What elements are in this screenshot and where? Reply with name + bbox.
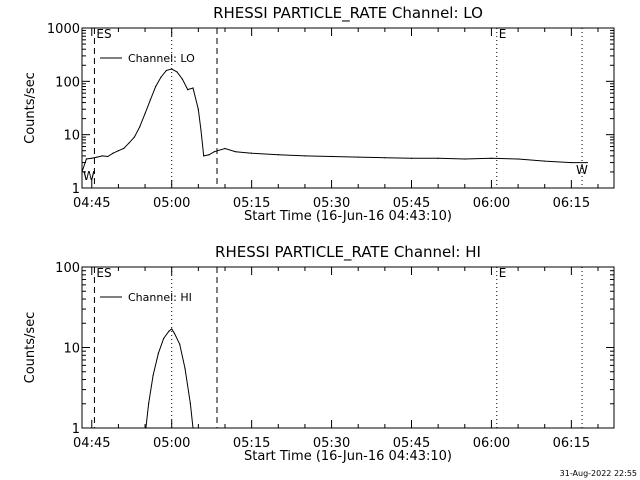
x-tick-label: 06:15 bbox=[553, 196, 590, 211]
y-tick-label: 1 bbox=[72, 422, 80, 437]
data-point bbox=[82, 171, 83, 173]
data-point bbox=[517, 158, 519, 160]
data-point bbox=[171, 328, 173, 330]
data-point bbox=[123, 147, 125, 150]
data-point bbox=[192, 87, 194, 89]
footer-timestamp: 31-Aug-2022 22:55 bbox=[560, 469, 637, 478]
plot-frame bbox=[81, 27, 615, 189]
data-point bbox=[213, 151, 215, 153]
event-marker-label: ES bbox=[96, 266, 111, 280]
data-point bbox=[464, 158, 466, 160]
data-point bbox=[163, 337, 165, 339]
data-point bbox=[152, 374, 154, 377]
y-axis-label: Counts/sec bbox=[23, 312, 38, 384]
data-point bbox=[277, 154, 279, 156]
data-point bbox=[155, 85, 157, 88]
data-point bbox=[128, 142, 130, 144]
x-tick-label: 05:00 bbox=[153, 436, 190, 451]
data-point bbox=[148, 403, 150, 405]
edge-label: W bbox=[83, 169, 95, 183]
data-point bbox=[208, 154, 210, 156]
data-point bbox=[251, 152, 253, 154]
data-point bbox=[184, 367, 186, 370]
data-point bbox=[187, 88, 189, 91]
data-point bbox=[91, 157, 93, 159]
x-tick-label: 05:45 bbox=[393, 436, 430, 451]
x-axis-label: Start Time (16-Jun-16 04:43:10) bbox=[244, 209, 452, 224]
x-tick-label: 05:15 bbox=[233, 196, 270, 211]
data-point bbox=[144, 112, 146, 115]
x-tick-label: 06:15 bbox=[553, 436, 590, 451]
x-tick-label: 05:30 bbox=[313, 436, 350, 451]
series-line bbox=[145, 328, 194, 428]
legend-label: Channel: HI bbox=[128, 291, 192, 304]
y-tick-label: 100 bbox=[55, 75, 80, 90]
data-point bbox=[179, 343, 181, 345]
event-marker-label: ES bbox=[96, 27, 111, 41]
data-point bbox=[96, 156, 98, 158]
data-point bbox=[235, 151, 237, 153]
data-point bbox=[133, 136, 136, 138]
y-axis-label: Counts/sec bbox=[23, 72, 38, 144]
x-tick-label: 05:45 bbox=[393, 196, 430, 211]
data-point bbox=[117, 150, 120, 152]
panel-lo: RHESSI PARTICLE_RATE Channel: LO 1 10 100 10… bbox=[23, 4, 615, 224]
x-tick-label: 05:15 bbox=[233, 436, 270, 451]
y-tick-label: 100 bbox=[55, 261, 80, 276]
data-point bbox=[200, 129, 202, 132]
data-point bbox=[85, 158, 88, 160]
data-point bbox=[197, 108, 199, 110]
edge-label: W bbox=[576, 163, 588, 177]
event-marker-label: E bbox=[499, 266, 507, 280]
data-point bbox=[171, 68, 173, 70]
data-point bbox=[189, 403, 191, 405]
y-tick-label: 1000 bbox=[47, 22, 80, 37]
data-point bbox=[157, 352, 159, 354]
event-marker-label: E bbox=[499, 27, 507, 41]
x-tick-label: 05:30 bbox=[313, 196, 350, 211]
data-point bbox=[203, 155, 205, 157]
chart-title: RHESSI PARTICLE_RATE Channel: LO bbox=[213, 4, 483, 23]
data-point bbox=[490, 157, 493, 159]
data-point bbox=[145, 427, 147, 428]
x-tick-label: 06:00 bbox=[473, 436, 510, 451]
data-point bbox=[437, 157, 439, 159]
y-tick-label: 10 bbox=[63, 129, 80, 144]
data-point bbox=[330, 155, 333, 158]
data-point bbox=[304, 155, 306, 157]
data-point bbox=[149, 99, 151, 101]
series-line bbox=[82, 68, 588, 173]
data-point bbox=[544, 160, 546, 162]
data-point bbox=[570, 161, 572, 164]
x-axis-label: Start Time (16-Jun-16 04:43:10) bbox=[244, 449, 452, 464]
data-point bbox=[101, 155, 104, 157]
x-tick-label: 06:00 bbox=[473, 196, 510, 211]
x-tick-label: 04:45 bbox=[73, 196, 110, 211]
chart-title: RHESSI PARTICLE_RATE Channel: HI bbox=[215, 243, 481, 262]
panel-hi: RHESSI PARTICLE_RATE Channel: HI 1 10 100 04… bbox=[23, 243, 615, 464]
data-point bbox=[139, 126, 141, 128]
data-point bbox=[181, 78, 183, 80]
data-point bbox=[107, 155, 109, 158]
data-point bbox=[173, 332, 175, 334]
data-point bbox=[176, 71, 178, 73]
data-point bbox=[384, 157, 386, 159]
y-tick-label: 10 bbox=[63, 342, 80, 357]
data-point bbox=[192, 427, 194, 428]
x-tick-label: 05:00 bbox=[153, 196, 190, 211]
data-point bbox=[160, 76, 162, 78]
y-tick-label: 1 bbox=[72, 182, 80, 197]
data-point bbox=[165, 69, 167, 72]
legend-label: Channel: LO bbox=[128, 52, 195, 65]
data-point bbox=[112, 152, 114, 154]
data-point bbox=[224, 147, 226, 150]
data-point bbox=[410, 157, 413, 159]
data-point bbox=[168, 330, 170, 332]
data-point bbox=[586, 161, 588, 164]
data-point bbox=[357, 156, 359, 158]
x-tick-label: 04:45 bbox=[73, 436, 110, 451]
